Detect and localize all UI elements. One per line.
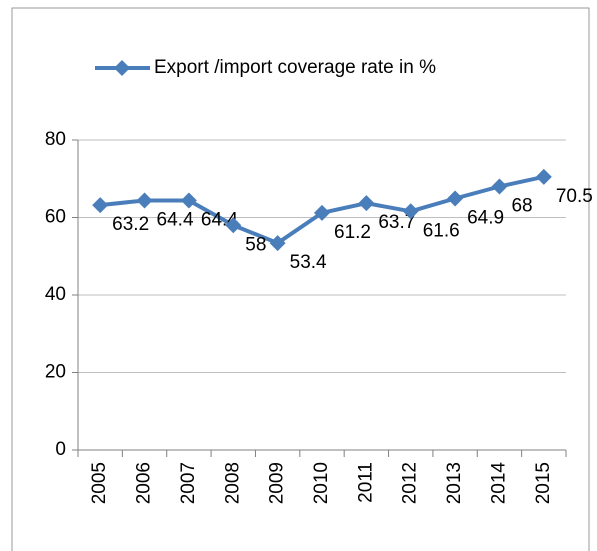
x-tick-label: 2011: [355, 462, 376, 503]
y-tick-label: 40: [45, 284, 66, 305]
data-label: 58: [245, 234, 266, 255]
y-tick-label: 80: [45, 129, 66, 150]
data-label: 70.5: [556, 186, 593, 207]
x-tick-label: 2007: [178, 462, 199, 504]
y-tick-label: 20: [45, 362, 66, 383]
data-label: 68: [511, 196, 532, 217]
data-label: 63.2: [112, 214, 149, 235]
data-label: 64.4: [157, 209, 194, 230]
point-marker: [136, 192, 153, 209]
point-marker: [314, 204, 330, 221]
data-label: 53.4: [290, 252, 327, 273]
x-tick-label: 2013: [444, 462, 465, 504]
x-tick-label: 2009: [267, 462, 288, 504]
legend-label: Export /import coverage rate in %: [154, 57, 436, 78]
x-tick-label: 2010: [311, 462, 332, 504]
y-tick-label: 0: [55, 439, 66, 460]
point-marker: [180, 192, 197, 209]
point-marker: [225, 217, 242, 234]
data-label: 64.9: [467, 208, 504, 229]
x-tick-label: 2015: [533, 462, 554, 504]
x-tick-label: 2012: [400, 462, 421, 504]
point-marker: [491, 178, 508, 195]
x-tick-label: 2008: [222, 462, 243, 504]
point-marker: [92, 197, 109, 214]
x-tick-label: 2014: [488, 462, 509, 505]
point-marker: [358, 195, 375, 212]
point-marker: [402, 203, 419, 220]
point-marker: [447, 190, 464, 207]
point-marker: [269, 235, 286, 252]
data-label: 63.7: [378, 212, 415, 233]
data-label: 61.6: [423, 220, 460, 241]
legend-marker: [114, 60, 130, 76]
y-tick-label: 60: [45, 207, 66, 228]
x-tick-label: 2005: [89, 462, 110, 504]
x-tick-label: 2006: [134, 462, 155, 504]
point-marker: [535, 168, 552, 185]
chart-frame: [11, 7, 590, 551]
data-label: 61.2: [334, 222, 371, 243]
